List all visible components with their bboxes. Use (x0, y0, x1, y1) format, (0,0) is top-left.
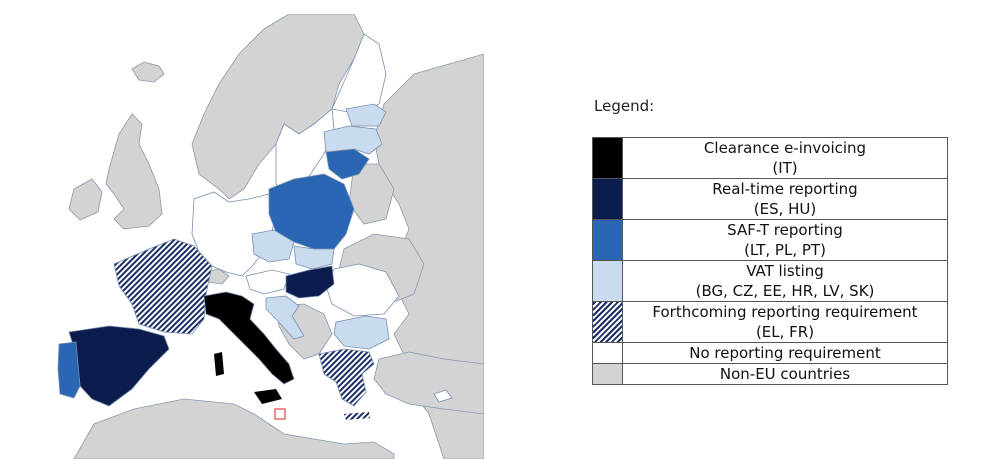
europe-map (14, 14, 484, 459)
legend-row-saf-t: SAF-T reporting (LT, PL, PT) (592, 219, 948, 261)
country-pt (57, 341, 81, 399)
legend-swatch-saf-t (592, 219, 623, 261)
country-cy (433, 389, 453, 403)
europe-map-svg (57, 14, 484, 459)
legend-swatch-real-time (592, 178, 623, 220)
legend-swatch-forthcoming (592, 301, 623, 343)
legend-swatch-no-reporting (592, 342, 623, 364)
country-fr (113, 238, 213, 335)
legend-label: SAF-T reporting (727, 221, 843, 239)
legend-row-vat-listing: VAT listing (BG, CZ, EE, HR, LV, SK) (592, 260, 948, 302)
country-lv (323, 125, 383, 155)
legend-countries: (LT, PL, PT) (744, 241, 826, 259)
country-mt-marker (274, 408, 286, 420)
country-el-crete (344, 412, 370, 420)
legend-row-forthcoming: Forthcoming reporting requirement (EL, F… (592, 301, 948, 343)
legend-label: Clearance e-invoicing (703, 139, 867, 157)
legend-row-clearance: Clearance e-invoicing (IT) (592, 137, 948, 179)
legend-label: Non-EU countries (622, 363, 948, 385)
non-eu-scandinavia (191, 14, 365, 200)
non-eu-ireland (68, 178, 103, 221)
legend-row-real-time: Real-time reporting (ES, HU) (592, 178, 948, 220)
legend-swatch-vat-listing (592, 260, 623, 302)
legend-row-non-eu: Non-EU countries (592, 363, 948, 385)
country-it-sardinia (214, 352, 224, 376)
country-el (318, 348, 375, 407)
legend-title: Legend: (594, 97, 655, 115)
legend-countries: (EL, FR) (755, 323, 815, 341)
country-pl (268, 173, 355, 250)
country-es (68, 325, 170, 407)
legend-countries: (IT) (772, 159, 798, 177)
legend-label: No reporting requirement (622, 342, 948, 364)
country-bg (333, 315, 390, 350)
non-eu-turkey (373, 351, 484, 415)
country-at-si (245, 269, 290, 295)
non-eu-iceland (131, 61, 165, 83)
legend-label: Real-time reporting (712, 180, 858, 198)
legend-label: VAT listing (746, 262, 824, 280)
legend-label: Forthcoming reporting requirement (652, 303, 918, 321)
country-ee (345, 103, 387, 127)
non-eu-uk (105, 113, 163, 230)
legend-countries: (BG, CZ, EE, HR, LV, SK) (695, 282, 875, 300)
country-hr (265, 295, 305, 340)
legend-row-no-reporting: No reporting requirement (592, 342, 948, 364)
country-cz (251, 229, 295, 263)
legend-swatch-non-eu (592, 363, 623, 385)
legend-countries: (ES, HU) (753, 200, 817, 218)
non-eu-north-africa (73, 398, 395, 459)
country-ro (325, 263, 400, 317)
legend-swatch-clearance (592, 137, 623, 179)
country-hu (285, 265, 335, 299)
country-it (203, 291, 295, 385)
country-it-sicily (254, 389, 282, 404)
legend-table: Clearance e-invoicing (IT) Real-time rep… (592, 137, 948, 385)
country-sk (293, 245, 335, 270)
